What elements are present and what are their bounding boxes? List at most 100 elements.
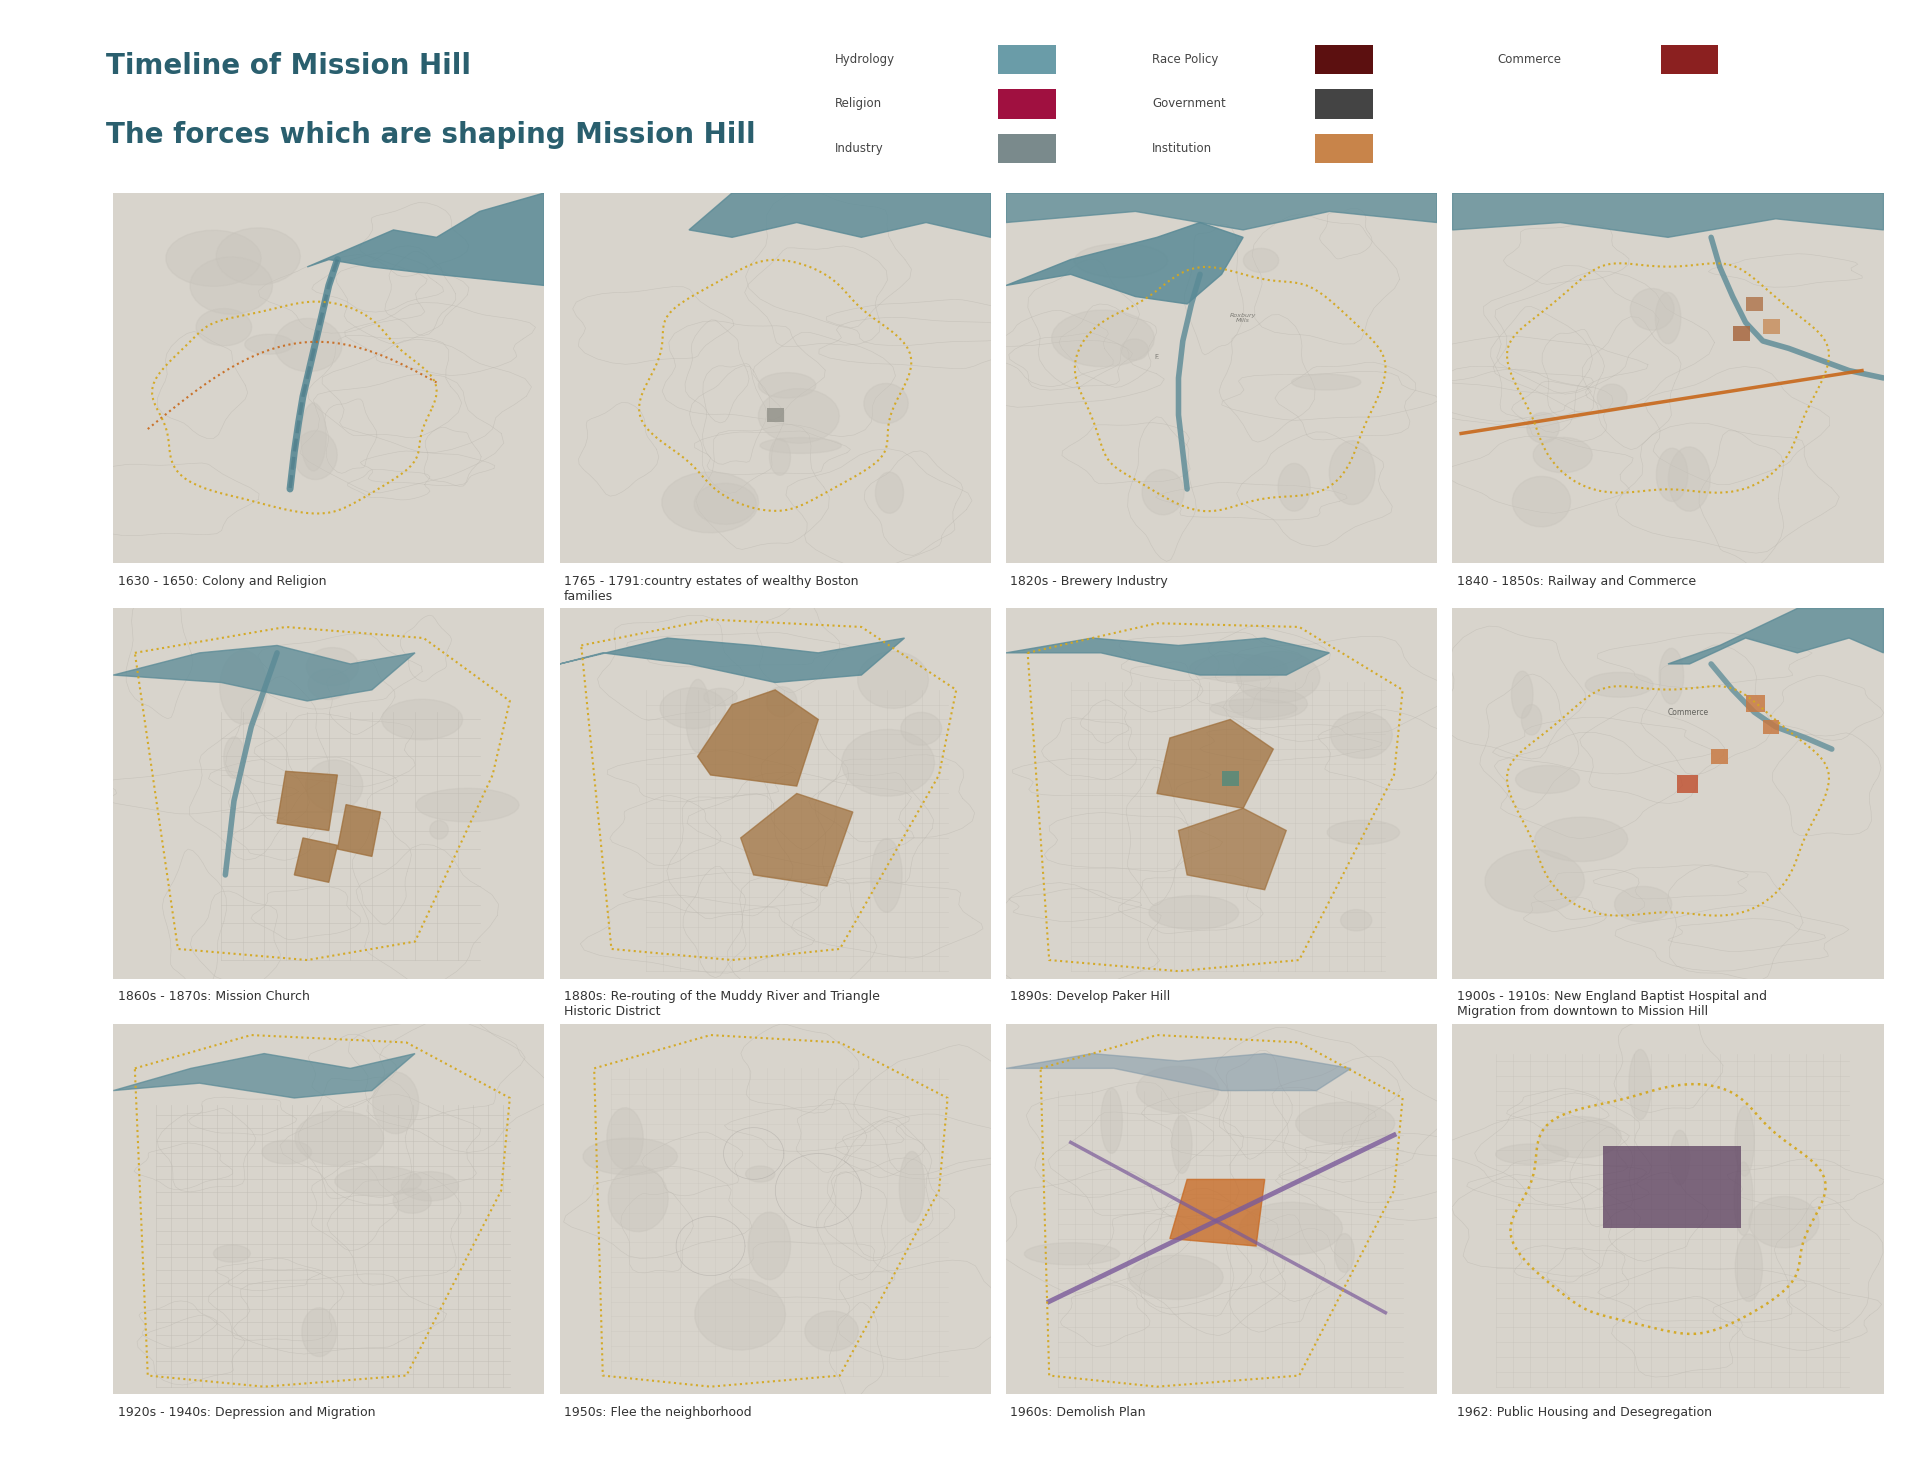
Text: Hydrology: Hydrology (835, 53, 895, 65)
Polygon shape (864, 383, 908, 423)
Polygon shape (307, 669, 349, 699)
Polygon shape (301, 402, 326, 470)
Bar (1315, 134, 1373, 163)
Polygon shape (225, 736, 246, 778)
Polygon shape (1670, 1131, 1690, 1184)
Polygon shape (1137, 1067, 1219, 1113)
Text: 1820s - Brewery Industry: 1820s - Brewery Industry (1010, 574, 1167, 588)
Text: 1950s: Flee the neighborhood: 1950s: Flee the neighborhood (564, 1405, 751, 1419)
Polygon shape (660, 687, 726, 729)
Polygon shape (1190, 654, 1286, 681)
Polygon shape (1240, 1202, 1342, 1255)
Polygon shape (196, 309, 252, 346)
Polygon shape (749, 1212, 791, 1279)
Polygon shape (1586, 672, 1653, 697)
Polygon shape (1292, 374, 1361, 390)
Polygon shape (1158, 720, 1273, 809)
Polygon shape (1006, 1054, 1352, 1091)
Text: 1840 - 1850s: Railway and Commerce: 1840 - 1850s: Railway and Commerce (1457, 574, 1695, 588)
Polygon shape (872, 838, 902, 913)
Polygon shape (766, 687, 797, 717)
Polygon shape (607, 1107, 643, 1169)
Polygon shape (770, 439, 791, 475)
Polygon shape (758, 372, 816, 398)
Text: 1630 - 1650: Colony and Religion: 1630 - 1650: Colony and Religion (117, 574, 326, 588)
Polygon shape (741, 794, 852, 886)
Polygon shape (1075, 243, 1167, 278)
Text: F.: F. (1154, 355, 1160, 361)
Polygon shape (1052, 310, 1154, 367)
Polygon shape (1006, 193, 1436, 230)
Bar (1315, 45, 1373, 74)
Polygon shape (1597, 384, 1626, 411)
Text: 1920s - 1940s: Depression and Migration: 1920s - 1940s: Depression and Migration (117, 1405, 374, 1419)
Polygon shape (382, 699, 463, 741)
Polygon shape (1534, 818, 1628, 862)
Polygon shape (294, 838, 338, 883)
Polygon shape (760, 438, 841, 454)
Polygon shape (213, 1245, 250, 1263)
Polygon shape (275, 319, 342, 371)
Polygon shape (261, 1140, 311, 1163)
Polygon shape (1749, 1196, 1818, 1248)
Polygon shape (307, 193, 545, 285)
Polygon shape (430, 821, 449, 838)
Polygon shape (1628, 1049, 1651, 1120)
Text: Commerce: Commerce (1668, 708, 1709, 717)
Bar (1763, 720, 1780, 735)
Polygon shape (1515, 766, 1580, 794)
Polygon shape (876, 472, 904, 513)
Polygon shape (697, 690, 818, 787)
Polygon shape (307, 647, 359, 686)
Polygon shape (1121, 338, 1148, 361)
Bar (766, 408, 783, 423)
Bar (1732, 326, 1749, 341)
Polygon shape (1279, 463, 1309, 510)
Polygon shape (1657, 448, 1688, 502)
Polygon shape (1236, 651, 1321, 703)
Polygon shape (219, 650, 267, 724)
Bar (998, 134, 1056, 163)
Polygon shape (1655, 292, 1680, 344)
Polygon shape (745, 1166, 776, 1183)
Polygon shape (662, 472, 758, 533)
Polygon shape (1244, 248, 1279, 273)
Polygon shape (1179, 809, 1286, 890)
Polygon shape (246, 334, 294, 355)
Polygon shape (301, 1307, 336, 1356)
Polygon shape (1668, 608, 1884, 663)
Polygon shape (1296, 1103, 1396, 1144)
Polygon shape (165, 230, 261, 286)
Polygon shape (1630, 288, 1674, 331)
Bar (1315, 89, 1373, 119)
Bar (998, 89, 1056, 119)
Text: 1860s - 1870s: Mission Church: 1860s - 1870s: Mission Church (117, 990, 309, 1003)
Polygon shape (1331, 712, 1392, 758)
Bar (1711, 749, 1728, 764)
Bar (1676, 775, 1697, 794)
Text: Race Policy: Race Policy (1152, 53, 1219, 65)
Polygon shape (113, 1054, 415, 1098)
Text: The forces which are shaping Mission Hill: The forces which are shaping Mission Hil… (106, 122, 755, 150)
Polygon shape (1006, 638, 1329, 675)
Polygon shape (1334, 1233, 1354, 1272)
Polygon shape (758, 389, 839, 444)
Polygon shape (1340, 910, 1373, 930)
Polygon shape (394, 1189, 432, 1214)
Polygon shape (1150, 895, 1238, 929)
Polygon shape (1534, 438, 1592, 473)
Polygon shape (217, 229, 300, 285)
Text: Institution: Institution (1152, 142, 1212, 154)
Text: Religion: Religion (835, 98, 883, 110)
Polygon shape (705, 689, 737, 706)
Polygon shape (841, 730, 935, 797)
Polygon shape (1734, 1162, 1753, 1236)
Polygon shape (900, 712, 941, 745)
Polygon shape (695, 1279, 785, 1350)
Bar (1745, 297, 1763, 312)
Polygon shape (1327, 821, 1400, 844)
Text: 1900s - 1910s: New England Baptist Hospital and
Migration from downtown to Missi: 1900s - 1910s: New England Baptist Hospi… (1457, 990, 1766, 1018)
Polygon shape (858, 651, 929, 708)
Polygon shape (294, 430, 338, 479)
Polygon shape (417, 788, 518, 822)
